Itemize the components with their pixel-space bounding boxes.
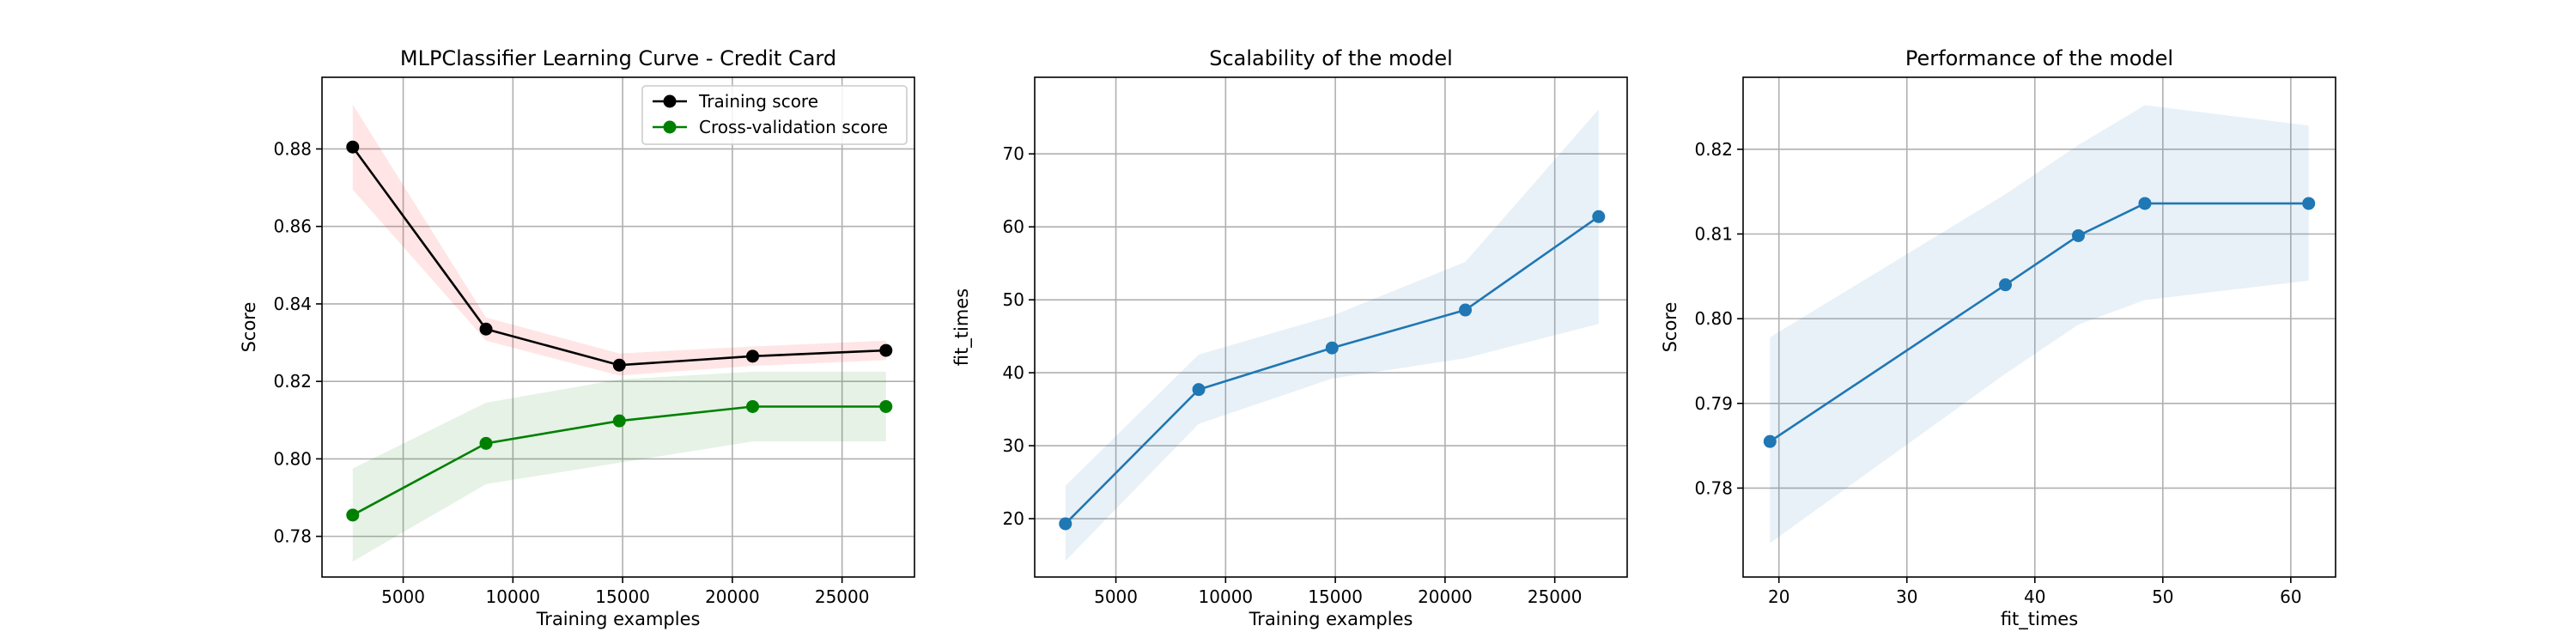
learning-curve-grid bbox=[322, 77, 914, 577]
performance-title: Performance of the model bbox=[1905, 46, 2173, 70]
performance-grid bbox=[1743, 77, 2336, 577]
learning-curve-xtick-label: 10000 bbox=[486, 586, 541, 607]
learning-curve-band-1 bbox=[352, 371, 886, 562]
legend-cv-marker bbox=[663, 120, 677, 134]
performance-plot-area: 20 30 40 50 60 0.78 0.79 0.80 0.81 0.82 bbox=[1694, 76, 2336, 607]
performance-ylabel: Score bbox=[1660, 302, 1680, 353]
scalability-data-point bbox=[1192, 383, 1206, 397]
performance-xtick-label: 60 bbox=[2280, 586, 2301, 607]
scalability-band-0 bbox=[1065, 109, 1599, 562]
learning-curve-ytick-label: 0.84 bbox=[273, 294, 312, 314]
scalability-ytick-label: 40 bbox=[1003, 362, 1024, 383]
scalability-xtick-label: 20000 bbox=[1418, 586, 1473, 607]
performance-ytick-label: 0.82 bbox=[1694, 139, 1733, 160]
scalability-ylabel: fit_times bbox=[951, 289, 973, 366]
learning-curve-data-point bbox=[612, 414, 626, 428]
performance-data-point bbox=[2138, 197, 2152, 210]
performance-axes: Performance of the model fit_times Score… bbox=[1660, 46, 2336, 630]
learning-curve-data-point bbox=[746, 349, 760, 363]
performance-ytick-label: 0.78 bbox=[1694, 477, 1733, 498]
scalability-frame bbox=[1034, 76, 1628, 578]
performance-frame bbox=[1742, 76, 2336, 578]
scalability-xlabel: Training examples bbox=[1249, 609, 1413, 629]
legend-cv-label: Cross-validation score bbox=[699, 117, 888, 137]
learning-curve-data-point bbox=[746, 399, 760, 413]
scalability-ytick-label: 20 bbox=[1003, 508, 1024, 529]
scalability-ytick-label: 70 bbox=[1003, 143, 1024, 164]
scalability-xtick-label: 15000 bbox=[1308, 586, 1363, 607]
learning-curve-data-point bbox=[346, 508, 360, 522]
performance-data-point bbox=[1999, 278, 2013, 292]
performance-xlabel: fit_times bbox=[2001, 609, 2078, 630]
learning-curve-ylabel: Score bbox=[239, 302, 259, 353]
performance-band-0 bbox=[1770, 105, 2309, 544]
performance-xtick-label: 50 bbox=[2152, 586, 2173, 607]
scalability-xtick-label: 25000 bbox=[1528, 586, 1583, 607]
scalability-axes: Scalability of the model Training exampl… bbox=[951, 46, 1628, 629]
learning-curve-ytick-label: 0.88 bbox=[273, 138, 312, 159]
learning-curve-band-0 bbox=[352, 104, 886, 376]
learning-curve-xtick-label: 25000 bbox=[815, 586, 870, 607]
scalability-ytick-label: 60 bbox=[1003, 216, 1024, 237]
performance-ytick-label: 0.80 bbox=[1694, 308, 1733, 329]
scalability-data-point bbox=[1459, 303, 1473, 317]
scalability-xtick-label: 5000 bbox=[1094, 586, 1138, 607]
scalability-title: Scalability of the model bbox=[1209, 46, 1453, 70]
scalability-data-point bbox=[1325, 341, 1339, 355]
scalability-data-point bbox=[1592, 210, 1606, 223]
learning-curve-xlabel: Training examples bbox=[536, 609, 701, 629]
learning-curve-data-point bbox=[479, 436, 493, 450]
performance-ytick-label: 0.79 bbox=[1694, 393, 1733, 414]
legend-training-label: Training score bbox=[698, 91, 818, 112]
performance-data-point bbox=[2071, 228, 2085, 242]
performance-xtick-label: 20 bbox=[1768, 586, 1789, 607]
learning-curve-series-line-0 bbox=[351, 146, 886, 367]
learning-curve-plot-area: 5000 10000 15000 20000 25000 0.78 0.80 0.82 0.84… bbox=[273, 76, 915, 607]
learning-curve-ytick-label: 0.80 bbox=[273, 448, 312, 469]
performance-data-point bbox=[2302, 197, 2316, 210]
learning-curve-data-point bbox=[879, 399, 893, 413]
learning-curve-ytick-label: 0.78 bbox=[273, 526, 312, 547]
learning-curve-xtick-label: 15000 bbox=[595, 586, 650, 607]
performance-ytick-label: 0.81 bbox=[1694, 223, 1733, 244]
learning-curve-data-point bbox=[479, 322, 493, 336]
scalability-ytick-label: 50 bbox=[1003, 289, 1024, 310]
scalability-grid bbox=[1035, 77, 1627, 577]
learning-curve-data-point bbox=[879, 343, 893, 357]
learning-curve-ytick-label: 0.82 bbox=[273, 371, 312, 392]
performance-data-point bbox=[1763, 434, 1777, 448]
performance-xtick-label: 40 bbox=[2024, 586, 2045, 607]
scalability-plot-area: 5000 10000 15000 20000 25000 20 30 40 50 60 70 bbox=[1003, 76, 1628, 607]
scalability-xtick-label: 10000 bbox=[1199, 586, 1254, 607]
learning-curve-title: MLPClassifier Learning Curve - Credit Ca… bbox=[400, 46, 836, 70]
legend-box bbox=[641, 85, 908, 145]
performance-xtick-label: 30 bbox=[1896, 586, 1917, 607]
learning-curve-frame bbox=[321, 76, 915, 578]
learning-curve-xtick-label: 5000 bbox=[381, 586, 425, 607]
scalability-ytick-label: 30 bbox=[1003, 435, 1024, 456]
learning-curve-data-point bbox=[346, 140, 360, 154]
learning-curve-axes: MLPClassifier Learning Curve - Credit Ca… bbox=[239, 46, 915, 629]
learning-curve-ytick-label: 0.86 bbox=[273, 216, 312, 237]
learning-curve-data-point bbox=[612, 358, 626, 372]
scalability-data-point bbox=[1059, 517, 1072, 531]
legend-training-marker bbox=[663, 94, 677, 108]
learning-curve-legend: Training score Cross-validation score bbox=[641, 85, 908, 145]
learning-curve-xtick-label: 20000 bbox=[705, 586, 760, 607]
